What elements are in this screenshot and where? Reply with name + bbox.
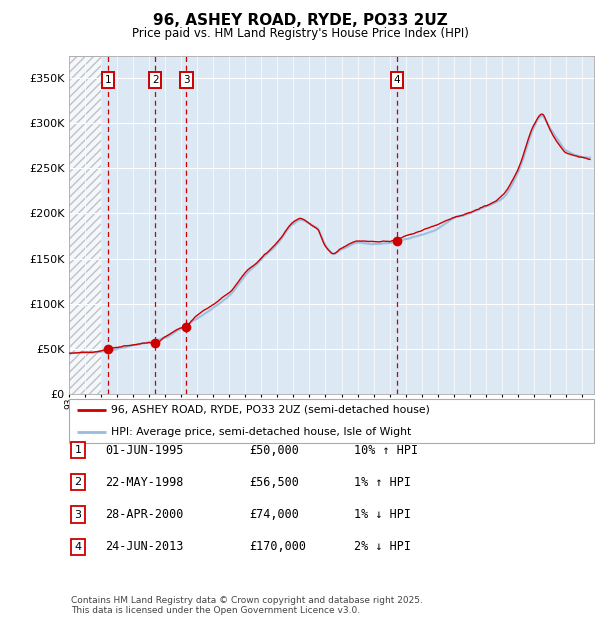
Text: 2: 2 [74,477,82,487]
Text: 1: 1 [104,75,111,85]
Text: 1% ↑ HPI: 1% ↑ HPI [354,476,411,489]
Text: 28-APR-2000: 28-APR-2000 [105,508,184,521]
Text: £74,000: £74,000 [249,508,299,521]
Text: 1: 1 [74,445,82,455]
Text: 01-JUN-1995: 01-JUN-1995 [105,444,184,456]
Text: £50,000: £50,000 [249,444,299,456]
FancyBboxPatch shape [69,399,594,443]
Text: £56,500: £56,500 [249,476,299,489]
Text: 22-MAY-1998: 22-MAY-1998 [105,476,184,489]
Text: 10% ↑ HPI: 10% ↑ HPI [354,444,418,456]
Text: 96, ASHEY ROAD, RYDE, PO33 2UZ: 96, ASHEY ROAD, RYDE, PO33 2UZ [152,13,448,29]
Text: 4: 4 [394,75,400,85]
Bar [69,56,101,394]
Text: 24-JUN-2013: 24-JUN-2013 [105,541,184,553]
Text: 3: 3 [183,75,190,85]
Text: HPI: Average price, semi-detached house, Isle of Wight: HPI: Average price, semi-detached house,… [111,427,411,437]
Text: 2: 2 [152,75,158,85]
Text: 96, ASHEY ROAD, RYDE, PO33 2UZ (semi-detached house): 96, ASHEY ROAD, RYDE, PO33 2UZ (semi-det… [111,405,430,415]
Text: Contains HM Land Registry data © Crown copyright and database right 2025.
This d: Contains HM Land Registry data © Crown c… [71,596,422,615]
Text: 1% ↓ HPI: 1% ↓ HPI [354,508,411,521]
Text: Price paid vs. HM Land Registry's House Price Index (HPI): Price paid vs. HM Land Registry's House … [131,27,469,40]
Text: £170,000: £170,000 [249,541,306,553]
Text: 3: 3 [74,510,82,520]
Text: 2% ↓ HPI: 2% ↓ HPI [354,541,411,553]
Text: 4: 4 [74,542,82,552]
